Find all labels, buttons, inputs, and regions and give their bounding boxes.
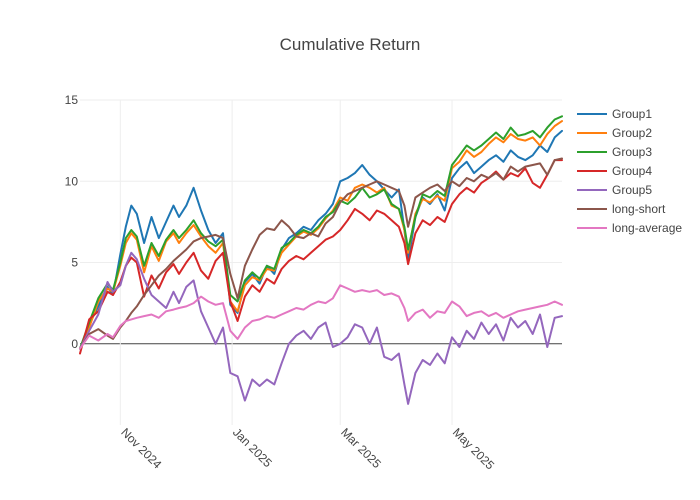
legend-label: Group3 [612, 145, 652, 159]
legend-item-group2: Group2 [577, 126, 652, 140]
legend-label: Group4 [612, 164, 652, 178]
legend-label: Group5 [612, 183, 652, 197]
series-line-group1 [79, 129, 563, 350]
legend-item-long-short: long-short [577, 202, 666, 216]
y-tick-label: 15 [65, 93, 79, 107]
series-lines [79, 115, 563, 405]
legend-item-group1: Group1 [577, 107, 652, 121]
series-line-long-short [79, 157, 563, 350]
legend-label: Group2 [612, 126, 652, 140]
y-tick-labels: 0 5 10 15 [65, 93, 79, 351]
legend: Group1 Group2 Group3 Group4 Group5 long-short… [577, 107, 682, 235]
legend-item-group4: Group4 [577, 164, 652, 178]
x-tick-label: Nov 2024 [118, 425, 164, 471]
series-line-group4 [79, 159, 563, 355]
y-tick-label: 10 [65, 174, 79, 188]
series-line-long-average [79, 284, 563, 350]
legend-item-group3: Group3 [577, 145, 652, 159]
series-line-group3 [79, 115, 563, 350]
legend-item-group5: Group5 [577, 183, 652, 197]
x-tick-label: Mar 2025 [338, 425, 384, 471]
y-tick-label: 5 [71, 256, 78, 270]
legend-label: long-average [612, 221, 682, 235]
x-tick-label: Jan 2025 [230, 425, 275, 470]
y-tick-label: 0 [71, 337, 78, 351]
legend-label: Group1 [612, 107, 652, 121]
x-tick-label: May 2025 [450, 425, 497, 472]
legend-item-long-average: long-average [577, 221, 682, 235]
chart-title: Cumulative Return [280, 35, 421, 54]
series-line-group5 [79, 251, 563, 405]
grid-lines [80, 99, 562, 425]
legend-label: long-short [612, 202, 666, 216]
x-tick-labels: Nov 2024 Jan 2025 Mar 2025 May 2025 [118, 425, 497, 472]
